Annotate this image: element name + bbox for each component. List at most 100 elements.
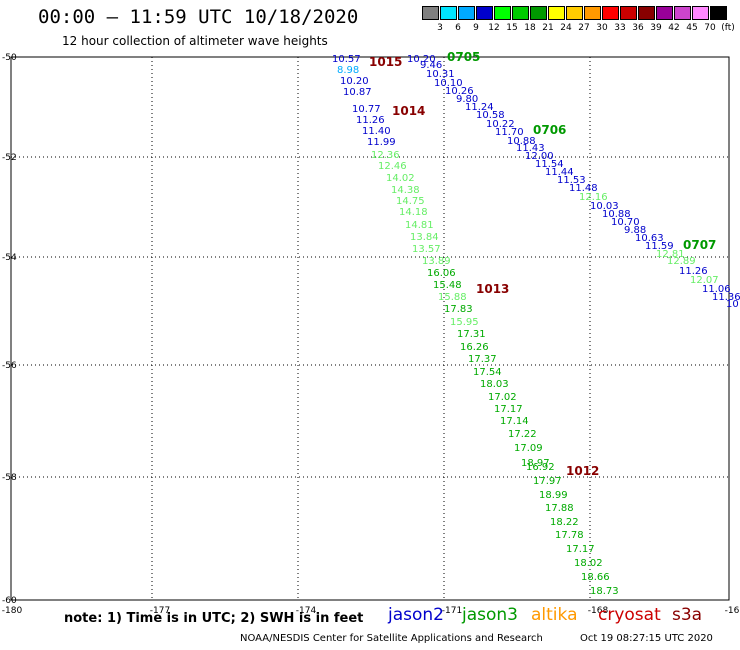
swh-value: 16.06 [427, 268, 456, 279]
swh-value: 10.22 [486, 119, 515, 130]
legend-jason2: jason2 [388, 605, 444, 625]
legend-altika: altika [531, 605, 578, 625]
swh-value: 10.03 [590, 201, 619, 212]
swh-value: 11.06 [702, 284, 731, 295]
scale-swatch [476, 6, 493, 20]
lon-tick-label: -171 [442, 606, 462, 616]
swh-value: 10.57 [332, 54, 361, 65]
swh-value: 17.31 [457, 329, 486, 340]
swh-value: 17.83 [444, 304, 473, 315]
scale-swatch [530, 6, 547, 20]
scale-label: 6 [455, 23, 461, 33]
swh-value: 17.14 [500, 416, 529, 427]
swh-value: 12.89 [667, 256, 696, 267]
swh-value: 16.92 [526, 462, 555, 473]
lat-tick-label: -52 [2, 153, 17, 163]
scale-swatch [422, 6, 439, 20]
page-title: 00:00 – 11:59 UTC 10/18/2020 [38, 6, 359, 28]
swh-value: 14.75 [396, 196, 425, 207]
swh-value: 18.99 [539, 490, 568, 501]
swh-value: 13.57 [412, 244, 441, 255]
swh-value: 11.99 [367, 137, 396, 148]
swh-value: 11.26 [679, 266, 708, 277]
swh-value: 11.36 [712, 292, 740, 303]
swh-value: 10.70 [611, 217, 640, 228]
scale-label: 24 [560, 23, 572, 33]
swh-value: 15.95 [450, 317, 479, 328]
swh-value: 11.43 [516, 143, 545, 154]
scale-label: 36 [632, 23, 644, 33]
scale-label: 45 [686, 23, 698, 33]
scale-swatch [584, 6, 601, 20]
swh-value: 10.88 [507, 136, 536, 147]
scale-swatch [440, 6, 457, 20]
swh-value: 12.81 [656, 249, 685, 260]
scale-swatch [494, 6, 511, 20]
swh-value: 14.02 [386, 173, 415, 184]
scale-label: 21 [542, 23, 554, 33]
lat-tick-label: -50 [2, 53, 17, 63]
time-label: 1012 [566, 464, 599, 478]
swh-value: 18.66 [581, 572, 610, 583]
lon-tick-label: -168 [588, 606, 609, 616]
scale-label: 12 [488, 23, 500, 33]
scale-swatch [674, 6, 691, 20]
lat-tick-label: -54 [2, 253, 17, 263]
scale-label: 30 [596, 23, 608, 33]
scale-label: 3 [437, 23, 443, 33]
swh-value: 12.00 [525, 151, 554, 162]
swh-value: 17.97 [533, 476, 562, 487]
swh-value: 18.73 [590, 586, 619, 597]
scale-label: 27 [578, 23, 590, 33]
swh-value: 18.03 [480, 379, 509, 390]
swh-value: 17.17 [494, 404, 523, 415]
swh-value: 17.37 [468, 354, 497, 365]
swh-value: 17.54 [473, 367, 502, 378]
swh-value: 11.48 [569, 183, 598, 194]
swh-value: 10.20 [407, 54, 436, 65]
scale-label: 9 [473, 23, 479, 33]
swh-value: 17.17 [566, 544, 595, 555]
swh-value: 12.36 [371, 150, 400, 161]
swh-value: 14.81 [405, 220, 434, 231]
scale-swatch [710, 6, 727, 20]
scale-label: 15 [506, 23, 518, 33]
scale-label: 39 [650, 23, 662, 33]
scale-label: 18 [524, 23, 536, 33]
swh-value: 12.46 [378, 161, 407, 172]
scale-swatch [548, 6, 565, 20]
legend-cryosat: cryosat [598, 605, 661, 625]
time-label: 1015 [369, 55, 402, 69]
swh-value: 11.59 [645, 241, 674, 252]
swh-value: 10.26 [445, 86, 474, 97]
page-subtitle: 12 hour collection of altimeter wave hei… [62, 34, 328, 48]
swh-value: 10.63 [635, 233, 664, 244]
scale-swatch [512, 6, 529, 20]
scale-unit: (ft) [721, 23, 735, 33]
legend-jason3: jason3 [462, 605, 518, 625]
swh-value: 9.46 [420, 60, 442, 71]
time-label: 0705 [447, 50, 480, 64]
scale-swatch [638, 6, 655, 20]
lat-tick-label: -58 [2, 473, 17, 483]
swh-value: 18.97 [521, 458, 550, 469]
legend-s3a: s3a [672, 605, 703, 625]
lon-tick-label: -180 [2, 606, 23, 616]
swh-value: 10.58 [476, 110, 505, 121]
scale-swatch [620, 6, 637, 20]
swh-value: 11.44 [545, 167, 574, 178]
swh-value: 9.88 [624, 225, 646, 236]
swh-value: 17.88 [545, 503, 574, 514]
swh-value: 10.20 [340, 76, 369, 87]
time-label: 0706 [533, 123, 566, 137]
swh-value: 10.88 [602, 209, 631, 220]
swh-value: 8.98 [337, 65, 359, 76]
swh-value: 14.38 [391, 185, 420, 196]
swh-value: 10.77 [352, 104, 381, 115]
map-frame [10, 56, 730, 601]
scale-swatch [566, 6, 583, 20]
swh-value: 17.09 [514, 443, 543, 454]
swh-value: 11.26 [356, 115, 385, 126]
swh-value: 18.02 [574, 558, 603, 569]
